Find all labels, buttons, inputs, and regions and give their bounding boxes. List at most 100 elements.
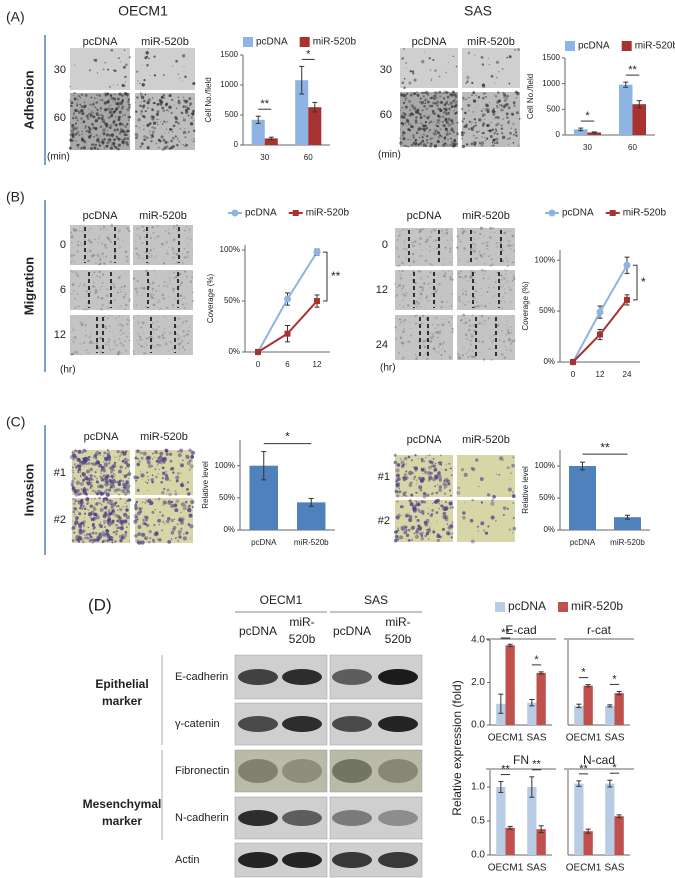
texture bbox=[112, 141, 116, 145]
protein-label: γ-catenin bbox=[175, 718, 220, 730]
texture bbox=[417, 482, 419, 483]
texture bbox=[410, 138, 412, 140]
texture bbox=[180, 517, 185, 521]
texture bbox=[106, 107, 111, 111]
texture bbox=[125, 255, 128, 258]
texture bbox=[511, 234, 515, 238]
texture bbox=[500, 306, 503, 309]
texture bbox=[433, 121, 435, 123]
texture bbox=[151, 125, 154, 129]
texture bbox=[127, 459, 130, 461]
texture bbox=[144, 110, 147, 113]
texture bbox=[152, 322, 154, 324]
texture bbox=[507, 326, 509, 329]
texture bbox=[116, 519, 119, 523]
texture bbox=[404, 491, 407, 494]
texture bbox=[452, 99, 456, 103]
texture bbox=[159, 140, 162, 143]
texture bbox=[507, 331, 510, 335]
texture bbox=[467, 51, 471, 55]
texture bbox=[157, 326, 160, 328]
texture bbox=[404, 113, 407, 116]
texture bbox=[92, 527, 95, 530]
texture bbox=[170, 466, 175, 471]
texture bbox=[87, 455, 91, 459]
texture bbox=[114, 299, 116, 301]
significance-label: * bbox=[641, 275, 646, 289]
texture bbox=[176, 537, 178, 539]
texture bbox=[180, 281, 183, 285]
texture bbox=[434, 339, 436, 341]
band bbox=[378, 716, 418, 732]
texture bbox=[140, 294, 142, 296]
texture bbox=[488, 129, 492, 133]
texture bbox=[450, 237, 452, 239]
texture bbox=[116, 291, 120, 294]
texture bbox=[187, 508, 192, 513]
texture bbox=[151, 226, 154, 229]
texture bbox=[423, 128, 425, 131]
texture bbox=[483, 253, 485, 255]
texture bbox=[428, 286, 431, 289]
texture bbox=[85, 349, 87, 351]
texture bbox=[89, 484, 94, 488]
texture bbox=[452, 97, 454, 99]
texture bbox=[89, 487, 92, 489]
texture bbox=[76, 104, 79, 107]
texture bbox=[510, 247, 512, 250]
panel-label: (D) bbox=[88, 595, 112, 614]
texture bbox=[164, 478, 167, 480]
texture bbox=[494, 94, 498, 98]
texture bbox=[178, 343, 181, 346]
texture bbox=[123, 289, 125, 291]
texture bbox=[442, 93, 444, 95]
texture bbox=[102, 455, 105, 457]
texture bbox=[93, 271, 96, 274]
texture bbox=[395, 483, 400, 488]
texture bbox=[140, 286, 143, 290]
texture bbox=[442, 143, 446, 147]
texture bbox=[126, 227, 129, 230]
texture bbox=[441, 124, 443, 126]
texture bbox=[429, 142, 433, 146]
texture bbox=[428, 129, 432, 132]
bar bbox=[496, 787, 506, 855]
texture bbox=[409, 321, 411, 323]
texture bbox=[472, 242, 475, 245]
texture bbox=[447, 123, 451, 127]
texture bbox=[98, 270, 101, 274]
texture bbox=[72, 290, 75, 293]
texture bbox=[444, 262, 446, 264]
texture bbox=[133, 240, 134, 242]
texture bbox=[107, 139, 109, 141]
texture bbox=[425, 238, 429, 242]
texture bbox=[432, 464, 437, 469]
texture bbox=[438, 502, 441, 505]
texture bbox=[123, 491, 128, 496]
texture bbox=[441, 120, 445, 123]
texture bbox=[408, 517, 413, 523]
texture bbox=[136, 449, 140, 453]
texture bbox=[134, 506, 138, 511]
texture bbox=[100, 113, 103, 116]
texture bbox=[93, 475, 97, 478]
x-tick-label: 60 bbox=[628, 143, 637, 152]
texture bbox=[106, 129, 108, 131]
texture bbox=[433, 467, 438, 472]
texture bbox=[421, 109, 424, 112]
texture bbox=[501, 68, 504, 70]
texture bbox=[415, 529, 419, 533]
texture bbox=[74, 271, 77, 274]
texture bbox=[407, 138, 409, 141]
texture bbox=[506, 94, 510, 98]
texture bbox=[450, 137, 452, 140]
texture bbox=[410, 91, 412, 94]
texture bbox=[465, 82, 467, 85]
texture bbox=[117, 324, 119, 326]
legend-marker bbox=[299, 37, 310, 47]
texture bbox=[459, 325, 461, 327]
texture bbox=[185, 487, 189, 491]
texture bbox=[135, 252, 138, 255]
texture bbox=[122, 506, 124, 508]
texture bbox=[500, 248, 503, 251]
